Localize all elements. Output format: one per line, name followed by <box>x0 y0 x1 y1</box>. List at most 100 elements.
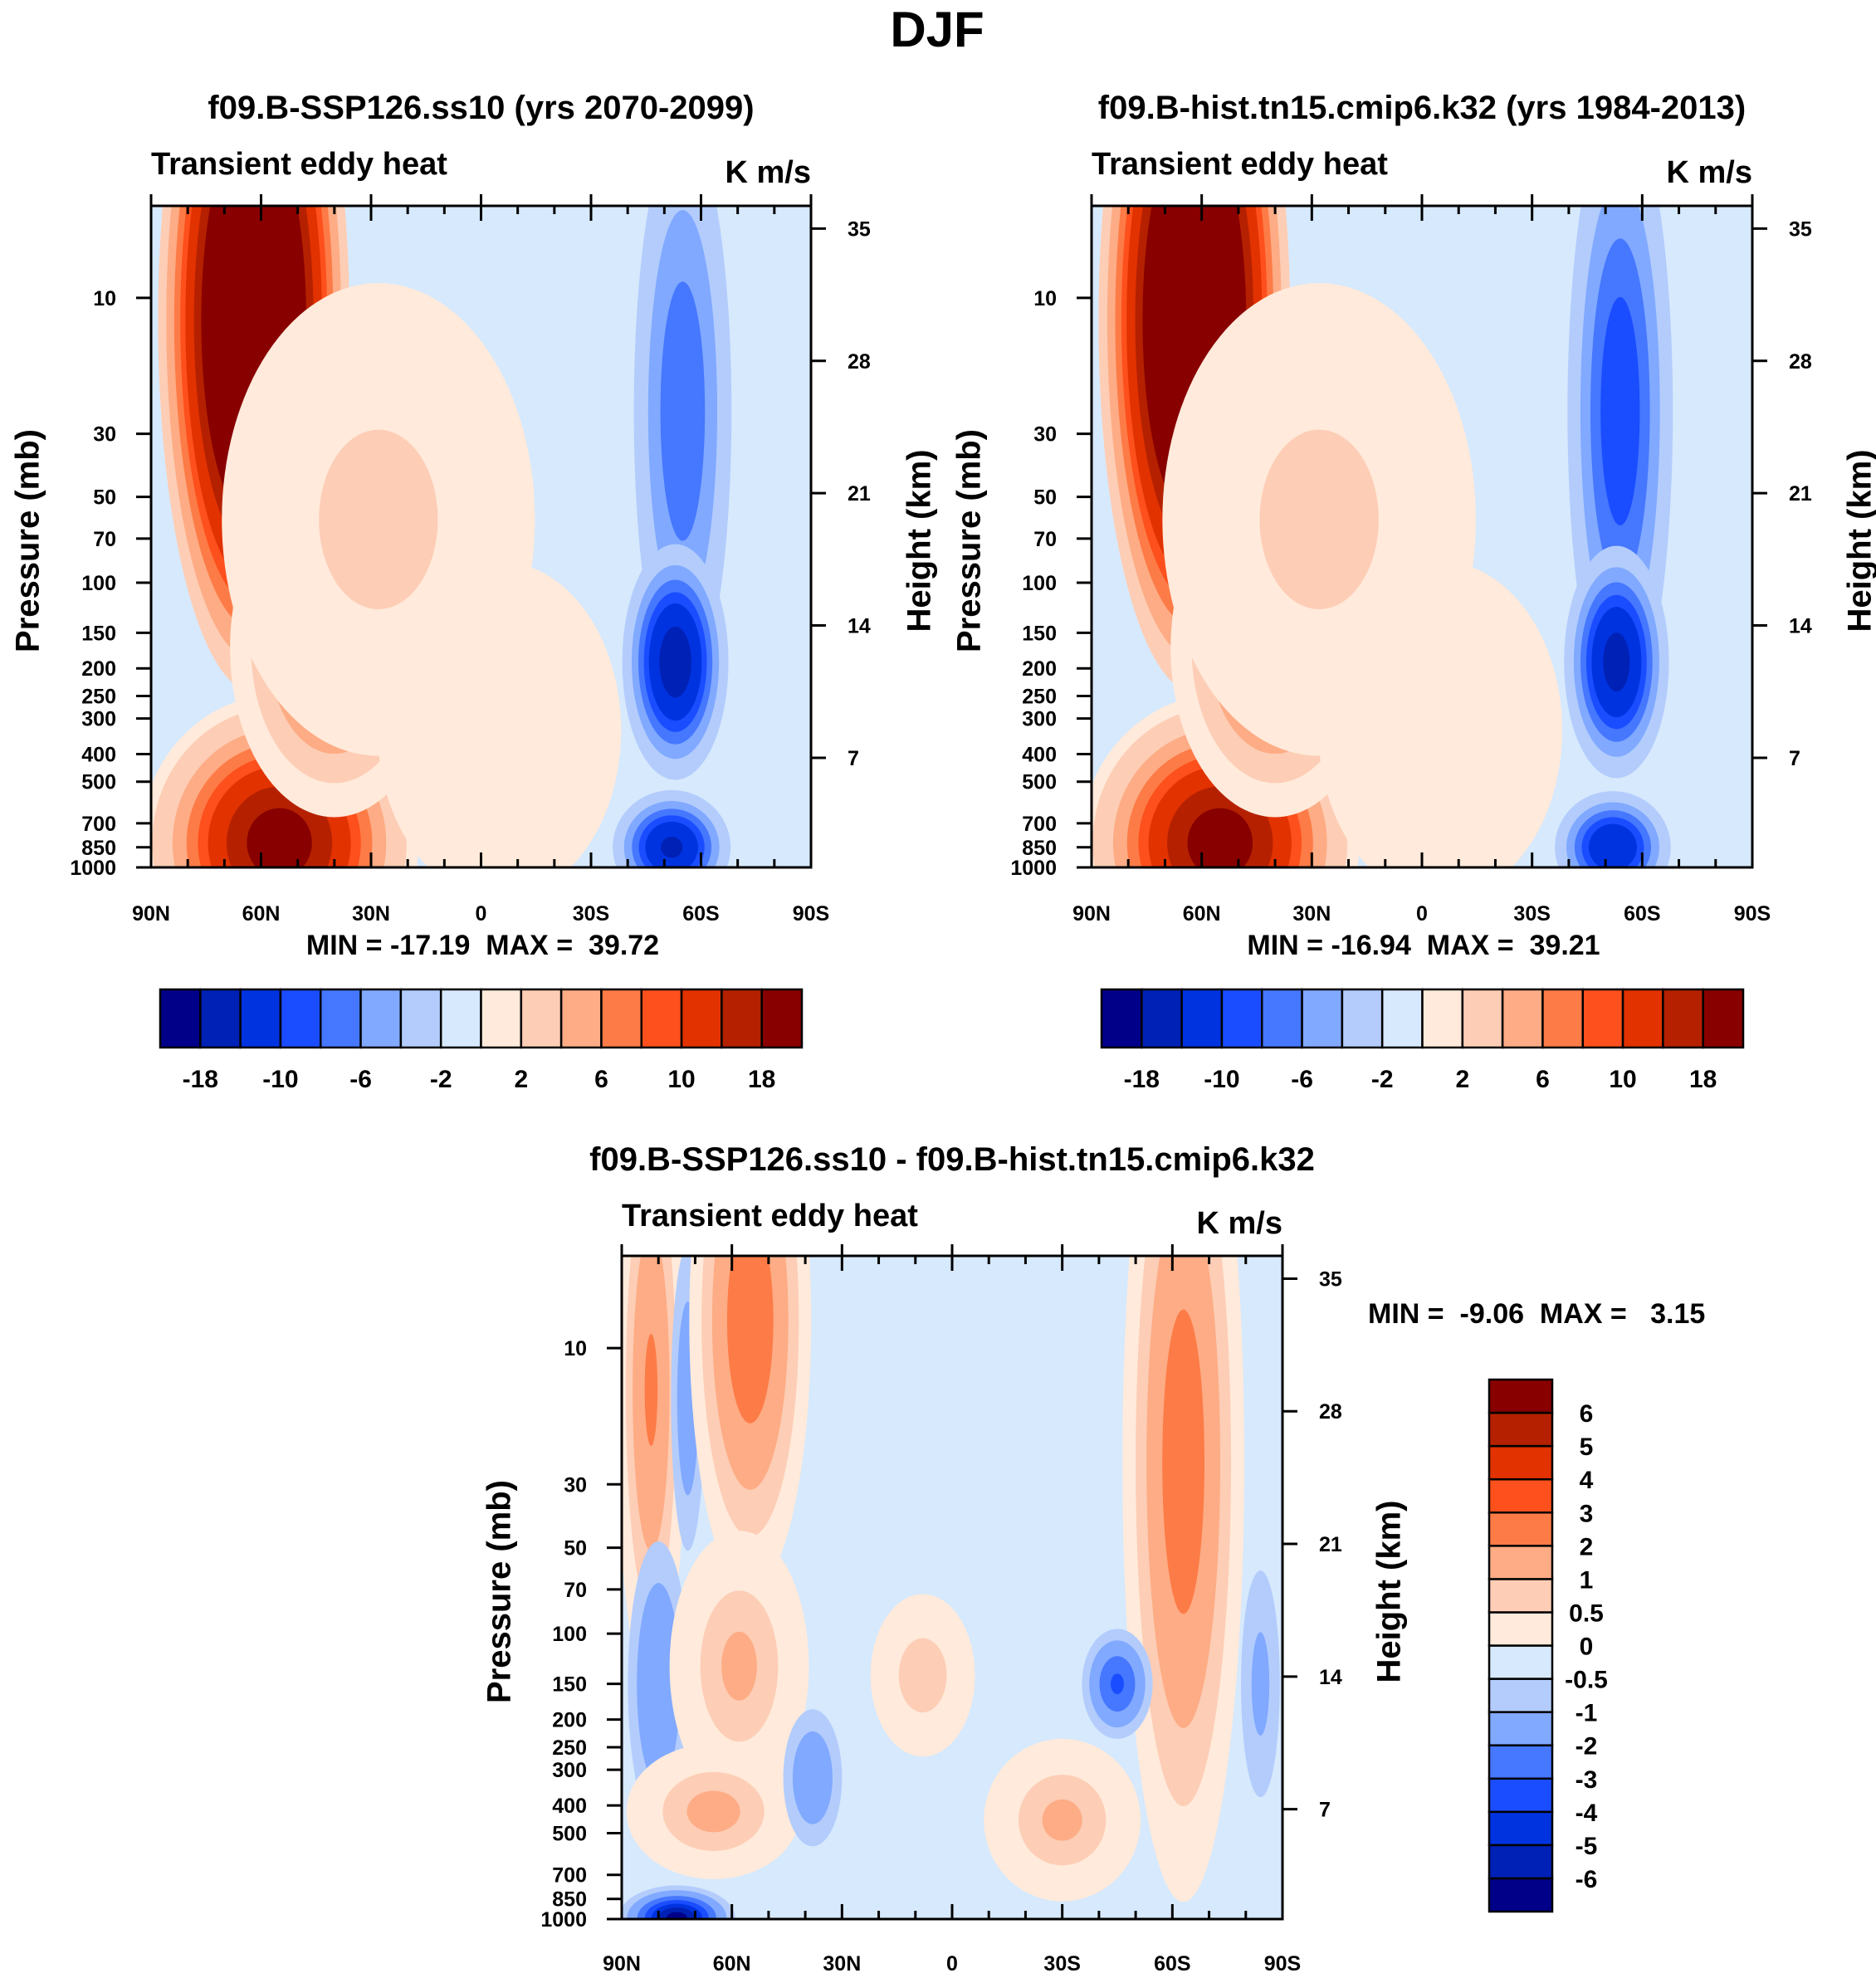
x-tick-label: 90N <box>603 1952 641 1976</box>
colorbar-box <box>1488 1744 1554 1780</box>
x-tick-label: 60N <box>242 902 281 926</box>
contour-region <box>1042 1799 1082 1841</box>
x-tick-label: 30S <box>573 902 609 926</box>
y-tick-label: 70 <box>564 1579 587 1602</box>
y-tick-label: 50 <box>1033 486 1057 510</box>
colorbar-box <box>559 988 603 1049</box>
x-tick-label: 60S <box>682 902 719 926</box>
x-tick-label: 30N <box>823 1952 861 1976</box>
contour-region <box>792 1731 833 1824</box>
x-tick-label: 0 <box>1416 902 1428 926</box>
colorbar-box <box>1141 988 1183 1049</box>
y-right-tick-label: 21 <box>848 482 871 505</box>
y-tick-label: 250 <box>552 1736 587 1760</box>
colorbar-label: 10 <box>667 1066 695 1093</box>
x-tick-label: 60S <box>1154 1952 1190 1976</box>
x-tick-label: 90S <box>793 902 829 926</box>
colorbar-box <box>1421 988 1464 1049</box>
y-tick-label: 700 <box>81 813 116 836</box>
y-tick-label: 400 <box>1022 743 1057 766</box>
y-tick-label: 30 <box>1033 423 1057 447</box>
colorbar-label: 6 <box>1536 1066 1550 1093</box>
y-tick-label: 100 <box>1022 572 1057 595</box>
colorbar-box <box>159 988 202 1049</box>
colorbar-box <box>1702 988 1745 1049</box>
y-right-tick-label: 14 <box>1319 1666 1342 1689</box>
panel-1: f09.B-SSP126.ss10 (yrs 2070-2099) Transie… <box>10 90 938 1093</box>
colorbar-box <box>1581 988 1624 1049</box>
y-right-tick-label: 28 <box>1789 350 1812 374</box>
x-tick-label: 90N <box>132 902 170 926</box>
y-right-tick-label: 28 <box>848 350 871 374</box>
colorbar-box <box>1488 1611 1554 1647</box>
contour-field <box>151 206 811 867</box>
panel-title: f09.B-hist.tn15.cmip6.k32 (yrs 1984-2013… <box>1098 90 1746 126</box>
contour-region <box>1162 1309 1204 1614</box>
colorbar: -18 -10 -6 -2 2 6 10 18 <box>1100 988 1745 1093</box>
min-max-stats: MIN = -16.94 MAX = 39.21 <box>1247 930 1600 961</box>
colorbar-box <box>520 988 563 1049</box>
colorbar-box <box>1488 1678 1554 1713</box>
panel-title: f09.B-SSP126.ss10 - f09.B-hist.tn15.cmip… <box>589 1141 1315 1178</box>
colorbar-label: -5 <box>1576 1833 1598 1860</box>
contour-region <box>1259 429 1379 609</box>
panel-title: f09.B-SSP126.ss10 (yrs 2070-2099) <box>208 90 754 126</box>
y-tick-label: 850 <box>81 837 116 860</box>
x-tick-label: 0 <box>476 902 487 926</box>
colorbar-label: 6 <box>594 1066 608 1093</box>
colorbar-label: 2 <box>1455 1066 1469 1093</box>
y-tick-label: 700 <box>552 1864 587 1888</box>
y-tick-label: 200 <box>1022 657 1057 681</box>
contour-region <box>377 561 622 867</box>
y-right-tick-label: 35 <box>848 217 871 241</box>
colorbar-label: 4 <box>1580 1467 1594 1494</box>
x-tick-label: 30S <box>1513 902 1550 926</box>
left-string: Transient eddy heat <box>151 147 447 182</box>
colorbar-box <box>640 988 683 1049</box>
colorbar-box <box>1488 1444 1554 1481</box>
y-tick-label: 300 <box>1022 708 1057 731</box>
colorbar-label: 1 <box>1580 1566 1594 1594</box>
y-tick-label: 400 <box>81 743 116 766</box>
colorbar-label: -18 <box>183 1066 218 1093</box>
colorbar: -18 -10 -6 -2 2 6 10 18 <box>159 988 804 1093</box>
colorbar-label: -18 <box>1124 1066 1160 1093</box>
y-tick-label: 500 <box>81 771 116 794</box>
contour-region <box>726 1256 774 1424</box>
colorbar-box <box>721 988 763 1049</box>
contour-region <box>637 1583 681 1785</box>
contour-region <box>721 1631 757 1701</box>
colorbar-label: -2 <box>430 1066 452 1093</box>
y-right-tick-label: 7 <box>1319 1799 1331 1822</box>
colorbar-label: -1 <box>1576 1700 1598 1727</box>
contour-region <box>660 281 706 541</box>
x-tick-label: 90N <box>1072 902 1111 926</box>
y-tick-label: 30 <box>564 1473 587 1497</box>
y-tick-label: 200 <box>552 1709 587 1732</box>
colorbar: -6 -5 -4 -3 -2 -1 -0.5 0 0.5 1 2 3 4 5 6 <box>1488 1378 1608 1913</box>
y-tick-label: 50 <box>93 486 116 510</box>
y-tick-label: 500 <box>1022 771 1057 794</box>
y-right-tick-label: 21 <box>1319 1533 1342 1556</box>
contour-region <box>659 626 691 698</box>
y-tick-label: 850 <box>1022 837 1057 860</box>
y-tick-label: 100 <box>81 572 116 595</box>
y-tick-label: 150 <box>1022 622 1057 645</box>
y-axis-title: Pressure (mb) <box>951 429 988 652</box>
colorbar-label: -10 <box>1204 1066 1239 1093</box>
colorbar-box <box>359 988 403 1049</box>
colorbar-box <box>199 988 242 1049</box>
colorbar-box <box>279 988 322 1049</box>
colorbar-box <box>1488 1777 1554 1814</box>
contour-region <box>686 1790 740 1833</box>
colorbar-box <box>1488 1545 1554 1580</box>
colorbar-label: 2 <box>1580 1533 1594 1560</box>
y-right-tick-label: 28 <box>1319 1400 1342 1424</box>
colorbar-label: 3 <box>1580 1500 1594 1527</box>
y-right-axis-title: Height (km) <box>1371 1501 1408 1683</box>
x-tick-label: 90S <box>1264 1952 1301 1976</box>
colorbar-label: -4 <box>1576 1800 1598 1827</box>
y-tick-label: 150 <box>81 622 116 645</box>
left-string: Transient eddy heat <box>622 1199 918 1233</box>
